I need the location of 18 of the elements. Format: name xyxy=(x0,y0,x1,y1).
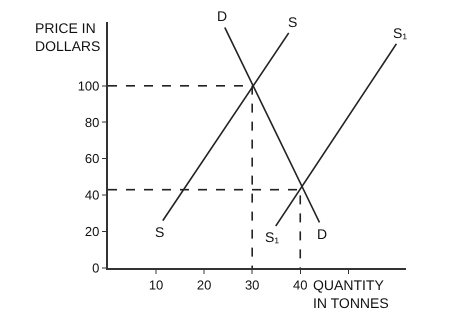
x-tick-label: 40 xyxy=(293,278,308,293)
y-tick-label: 60 xyxy=(84,151,100,166)
text: D xyxy=(317,226,328,242)
series-label: S₁ xyxy=(265,229,280,245)
y-tick-label: 20 xyxy=(84,224,100,240)
x-tick-label: 30 xyxy=(244,278,260,293)
y-tick-label: 40 xyxy=(84,188,100,203)
x-axis-title: QUANTITY IN TONNES xyxy=(313,277,389,312)
series-label: D xyxy=(217,8,228,24)
x-tick-label: 10 xyxy=(148,278,164,293)
text: S₁ xyxy=(393,25,408,41)
y-tick-label: 0 xyxy=(92,260,100,276)
x-tick-label: 20 xyxy=(196,278,212,293)
y-tick-label: 100 xyxy=(78,78,100,94)
y-axis-title: PRICE IN DOLLARS xyxy=(35,20,100,54)
text: S xyxy=(155,224,164,240)
series-label: S xyxy=(288,14,298,30)
y-tick-label: 80 xyxy=(84,114,100,130)
